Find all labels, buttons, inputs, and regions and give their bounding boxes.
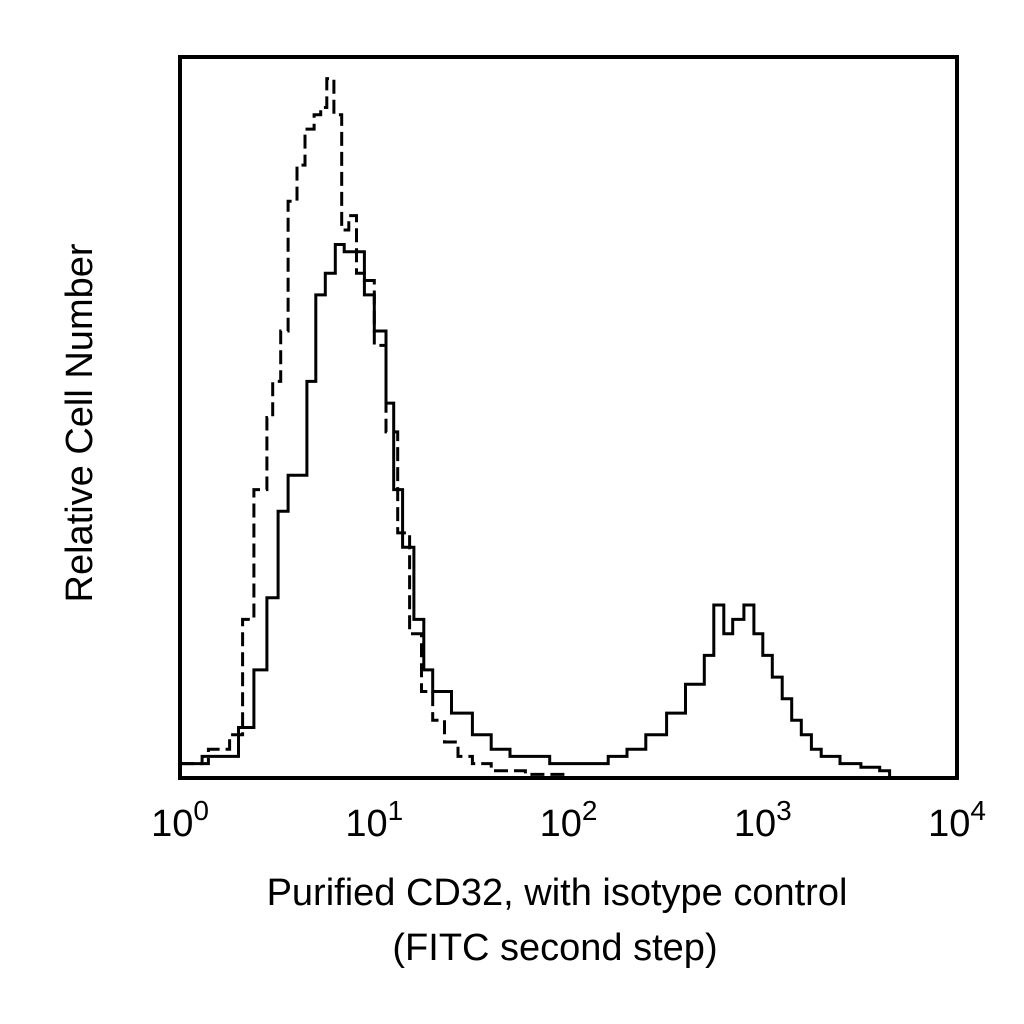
cd32-series (180, 243, 892, 778)
x-tick-label: 102 (540, 795, 598, 845)
series-layer (180, 77, 892, 778)
x-tick-label: 103 (734, 795, 792, 845)
x-axis-label-line2: (FITC second step) (392, 927, 717, 969)
x-tick-label: 101 (345, 795, 403, 845)
y-axis-label: Relative Cell Number (59, 243, 101, 602)
isotype-control-series (180, 77, 570, 778)
x-tick-label: 100 (151, 795, 209, 845)
plot-area (178, 55, 959, 780)
x-tick-labels: 100 101 102 103 104 (151, 795, 986, 845)
x-tick-label: 104 (928, 795, 986, 845)
x-axis-label-line1: Purified CD32, with isotype control (267, 872, 848, 914)
plot-frame (178, 55, 959, 780)
